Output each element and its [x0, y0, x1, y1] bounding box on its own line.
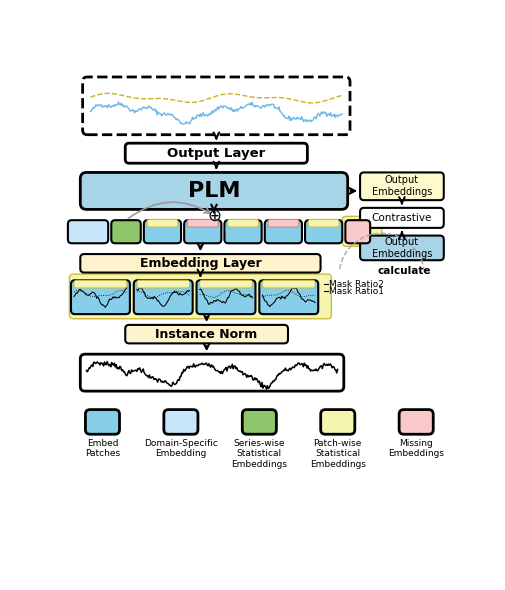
- FancyBboxPatch shape: [224, 220, 261, 243]
- FancyBboxPatch shape: [196, 280, 255, 314]
- FancyBboxPatch shape: [398, 409, 432, 434]
- FancyBboxPatch shape: [146, 219, 178, 227]
- FancyBboxPatch shape: [360, 235, 443, 260]
- Text: Embedding Layer: Embedding Layer: [139, 257, 261, 270]
- FancyBboxPatch shape: [125, 325, 287, 343]
- FancyBboxPatch shape: [242, 409, 276, 434]
- Text: Output Layer: Output Layer: [167, 147, 265, 160]
- FancyBboxPatch shape: [125, 143, 307, 163]
- FancyBboxPatch shape: [227, 219, 258, 227]
- FancyBboxPatch shape: [111, 220, 140, 243]
- Text: Contrastive: Contrastive: [371, 213, 431, 223]
- FancyBboxPatch shape: [345, 220, 370, 243]
- Text: PLM: PLM: [187, 181, 240, 201]
- FancyBboxPatch shape: [68, 220, 108, 243]
- FancyBboxPatch shape: [133, 280, 192, 314]
- FancyBboxPatch shape: [308, 219, 338, 227]
- Text: $\oplus$: $\oplus$: [207, 206, 221, 225]
- Text: Missing
Embeddings: Missing Embeddings: [387, 439, 443, 458]
- FancyBboxPatch shape: [137, 280, 189, 288]
- FancyBboxPatch shape: [184, 220, 221, 243]
- FancyBboxPatch shape: [74, 280, 127, 288]
- FancyBboxPatch shape: [71, 280, 130, 314]
- FancyBboxPatch shape: [80, 254, 320, 273]
- FancyBboxPatch shape: [80, 354, 343, 391]
- FancyBboxPatch shape: [305, 220, 341, 243]
- FancyBboxPatch shape: [360, 208, 443, 228]
- Text: Mask Ratio2: Mask Ratio2: [328, 280, 383, 289]
- FancyBboxPatch shape: [199, 280, 252, 288]
- FancyBboxPatch shape: [267, 219, 298, 227]
- Text: Output
Embeddings: Output Embeddings: [371, 237, 431, 258]
- FancyBboxPatch shape: [143, 220, 181, 243]
- Text: Patch-wise
Statistical
Embeddings: Patch-wise Statistical Embeddings: [309, 439, 365, 468]
- FancyBboxPatch shape: [360, 172, 443, 200]
- FancyBboxPatch shape: [259, 280, 318, 314]
- Text: Series-wise
Statistical
Embeddings: Series-wise Statistical Embeddings: [231, 439, 287, 468]
- Text: Instance Norm: Instance Norm: [155, 327, 257, 340]
- Text: Embed
Patches: Embed Patches: [85, 439, 120, 458]
- FancyBboxPatch shape: [264, 220, 301, 243]
- FancyBboxPatch shape: [69, 274, 331, 319]
- FancyBboxPatch shape: [187, 219, 218, 227]
- FancyBboxPatch shape: [80, 172, 347, 209]
- FancyBboxPatch shape: [85, 409, 119, 434]
- Text: calculate: calculate: [377, 266, 430, 276]
- Text: Domain-Specific
Embedding: Domain-Specific Embedding: [144, 439, 217, 458]
- FancyBboxPatch shape: [82, 77, 349, 135]
- Text: Mask Ratio1: Mask Ratio1: [328, 287, 383, 296]
- FancyBboxPatch shape: [164, 409, 197, 434]
- Text: Output
Embeddings: Output Embeddings: [371, 175, 431, 197]
- FancyBboxPatch shape: [320, 409, 354, 434]
- FancyBboxPatch shape: [262, 280, 315, 288]
- FancyBboxPatch shape: [341, 217, 381, 247]
